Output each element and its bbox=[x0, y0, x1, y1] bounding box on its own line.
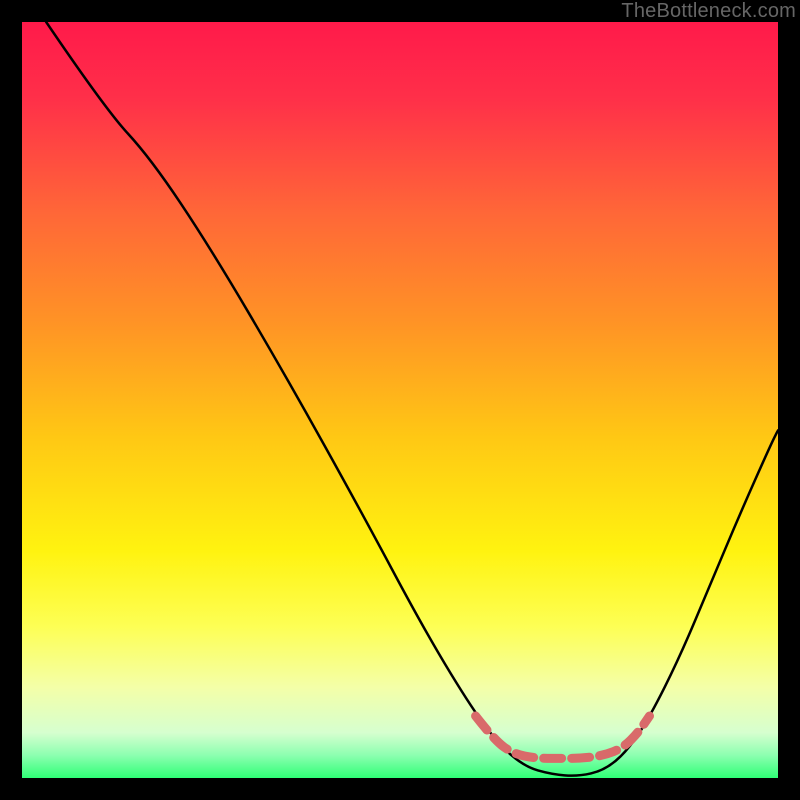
plot-area bbox=[22, 22, 778, 778]
watermark-text: TheBottleneck.com bbox=[621, 0, 800, 23]
chart-svg bbox=[22, 22, 778, 778]
gradient-background bbox=[22, 22, 778, 778]
chart-container: TheBottleneck.com bbox=[0, 0, 800, 800]
